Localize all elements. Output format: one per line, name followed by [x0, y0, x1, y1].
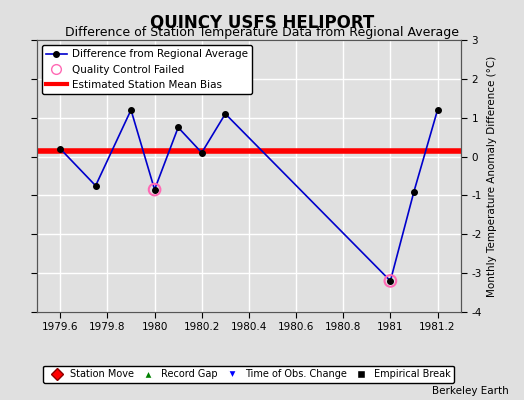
Legend: Station Move, Record Gap, Time of Obs. Change, Empirical Break: Station Move, Record Gap, Time of Obs. C… [43, 366, 454, 383]
Point [150, 186, 159, 193]
Point [92, 182, 100, 189]
Point [410, 188, 418, 195]
Point [150, 186, 159, 193]
Point [386, 278, 395, 284]
Text: Difference of Station Temperature Data from Regional Average: Difference of Station Temperature Data f… [65, 26, 459, 39]
Y-axis label: Monthly Temperature Anomaly Difference (°C): Monthly Temperature Anomaly Difference (… [487, 55, 497, 297]
Point [433, 107, 442, 113]
Point [56, 146, 64, 152]
Text: QUINCY USFS HELIPORT: QUINCY USFS HELIPORT [150, 14, 374, 32]
Point [221, 111, 230, 117]
Point [127, 107, 135, 113]
Text: Berkeley Earth: Berkeley Earth [432, 386, 508, 396]
Point [174, 124, 182, 131]
Point [386, 278, 395, 284]
Point [198, 150, 206, 156]
